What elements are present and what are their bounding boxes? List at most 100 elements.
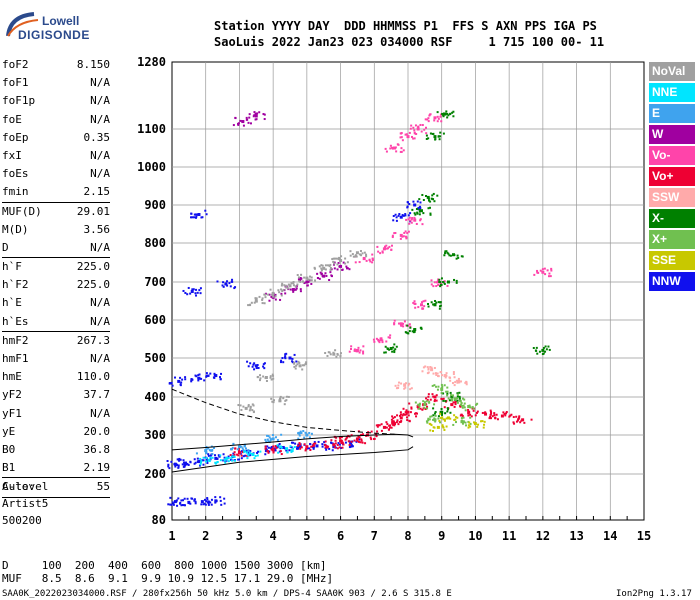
trace-point [239, 404, 242, 407]
trace-point [339, 439, 343, 443]
trace-point [229, 454, 232, 457]
trace-point [420, 301, 423, 304]
trace-point [192, 288, 195, 291]
trace-point [252, 411, 255, 414]
trace-point [295, 364, 298, 367]
trace-point [447, 114, 450, 117]
trace-point [446, 392, 449, 395]
trace-point [206, 497, 209, 500]
trace-point [210, 498, 213, 501]
trace-point [380, 429, 383, 432]
trace-point [249, 304, 252, 307]
param-name: h`Es [2, 314, 29, 328]
trace-point [450, 395, 454, 399]
profile-curve-upper [171, 433, 414, 451]
trace-point [284, 447, 287, 450]
trace-point [251, 365, 254, 368]
trace-point [491, 415, 494, 418]
trace-point [219, 378, 222, 381]
x-tick-label: 4 [270, 529, 277, 543]
trace-point [336, 443, 339, 446]
trace-point [193, 498, 196, 501]
trace-point [453, 384, 456, 387]
param-name: B0 [2, 442, 16, 456]
trace-point [430, 415, 433, 418]
param-row: hmF1 N/A [2, 350, 110, 368]
trace-point [418, 210, 421, 213]
trace-point [377, 424, 380, 427]
trace-point [210, 449, 213, 452]
trace-point [456, 416, 459, 419]
trace-point [198, 373, 201, 376]
trace-point [439, 421, 442, 424]
trace-point [432, 414, 435, 417]
trace-point [423, 403, 427, 407]
trace-point [384, 345, 387, 348]
trace-point [292, 282, 295, 285]
trace-point [248, 113, 251, 116]
trace-point [393, 146, 397, 150]
trace-point [340, 255, 343, 258]
trace-point [392, 219, 395, 222]
trace-point [226, 456, 229, 459]
trace-point [403, 320, 406, 323]
trace-point [297, 276, 300, 279]
trace-point [207, 447, 210, 450]
trace-point [263, 113, 266, 116]
trace-point [274, 295, 277, 298]
trace-point [281, 282, 284, 285]
trace-point [334, 446, 337, 449]
trace-point [362, 352, 365, 355]
trace-point [294, 367, 297, 370]
trace-point [339, 264, 343, 268]
trace-point [399, 413, 402, 416]
trace-point [454, 381, 457, 384]
trace-point [207, 454, 210, 457]
trace-point [253, 368, 256, 371]
trace-point [279, 396, 282, 399]
trace-point [196, 457, 199, 460]
trace-point [445, 110, 448, 113]
trace-point [272, 374, 275, 377]
trace-point [205, 448, 208, 451]
trace-point [274, 449, 277, 452]
trace-point [400, 132, 403, 135]
trace-point [263, 367, 266, 370]
trace-point [437, 301, 440, 304]
trace-point [455, 257, 458, 260]
trace-point [272, 295, 275, 298]
logo-bottom-text: DIGISONDE [18, 28, 90, 42]
trace-point [399, 233, 403, 237]
trace-point [407, 218, 410, 221]
trace-point [429, 398, 432, 401]
trace-point [399, 215, 403, 219]
trace-point [441, 385, 444, 388]
trace-point [427, 417, 430, 420]
trace-point [233, 453, 236, 456]
trace-point [303, 276, 306, 279]
trace-point [193, 458, 196, 461]
trace-point [437, 375, 440, 378]
trace-point [424, 365, 427, 368]
trace-point [451, 382, 454, 385]
trace-point [384, 247, 387, 250]
trace-point [234, 459, 237, 462]
trace-point [291, 450, 294, 453]
trace-point [469, 422, 472, 425]
trace-point [310, 445, 313, 448]
trace-point [404, 213, 407, 216]
trace-point [435, 301, 438, 304]
trace-point [402, 413, 405, 416]
trace-point [292, 288, 295, 291]
trace-point [437, 135, 440, 138]
trace-point [231, 459, 234, 462]
trace-point [424, 194, 427, 197]
trace-point [312, 444, 315, 447]
trace-point [181, 378, 184, 381]
trace-point [312, 442, 315, 445]
trace-point [422, 307, 425, 310]
trace-point [334, 439, 337, 442]
trace-point [357, 440, 360, 443]
trace-point [517, 417, 520, 420]
trace-point [264, 447, 267, 450]
